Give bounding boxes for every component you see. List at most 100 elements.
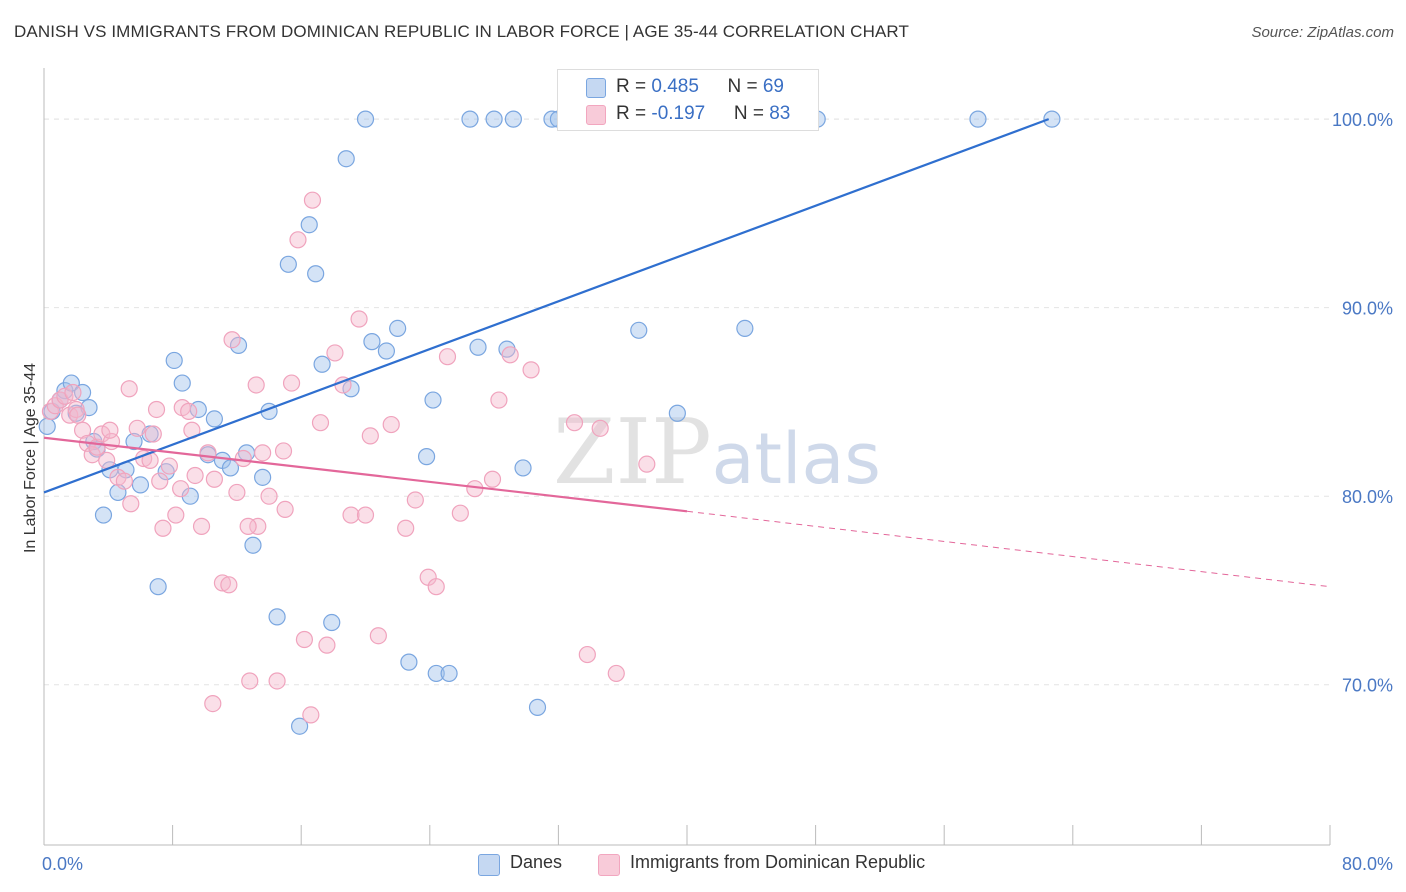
point-dominican (115, 472, 133, 490)
point-danes (313, 355, 331, 373)
point-dominican (147, 400, 166, 419)
point-danes (400, 653, 418, 671)
point-danes (485, 110, 503, 128)
point-dominican (268, 672, 286, 690)
y-tick-label: 80.0% (1342, 487, 1393, 507)
correlation-legend: R = 0.485 N = 69 R = -0.197 N = 83 (557, 69, 819, 131)
point-dominican (154, 519, 172, 537)
trend-line-dominican-extrapolated (686, 510, 1331, 588)
point-dominican (302, 706, 320, 724)
point-dominican (220, 576, 238, 594)
point-danes (427, 664, 445, 683)
point-dominican (144, 425, 162, 443)
n-label: N = (733, 103, 770, 124)
point-danes (363, 333, 381, 351)
point-dominican (128, 419, 146, 437)
point-dominican (213, 574, 232, 592)
chart-title: DANISH VS IMMIGRANTS FROM DOMINICAN REPU… (14, 22, 909, 41)
point-dominican (356, 506, 375, 524)
point-dominican (397, 519, 415, 537)
point-dominican (369, 627, 387, 645)
y-tick-label: 70.0% (1342, 676, 1393, 696)
point-danes (125, 432, 143, 451)
point-dominican (120, 380, 138, 398)
point-dominican (180, 402, 198, 420)
point-dominican (247, 376, 265, 394)
point-danes (736, 319, 754, 338)
point-dominican (318, 636, 336, 654)
point-dominican (241, 672, 259, 690)
r-label: R = (616, 76, 652, 97)
point-danes (323, 613, 341, 632)
point-dominican (199, 444, 217, 462)
legend-label-dominican: Immigrants from Dominican Republic (630, 852, 926, 872)
point-dominican (282, 374, 301, 392)
point-dominican (382, 415, 400, 434)
point-danes (504, 110, 522, 128)
point-dominican (239, 517, 257, 535)
point-dominican (276, 500, 294, 519)
legend-swatch-danes (586, 78, 606, 98)
grid-lines (44, 118, 1330, 686)
source-label: Source: ZipAtlas.com (1251, 24, 1394, 41)
point-dominican (289, 231, 307, 249)
point-dominican (64, 383, 82, 402)
point-danes (254, 468, 272, 486)
point-dominican (578, 645, 596, 664)
point-danes (73, 383, 92, 402)
point-danes (630, 321, 648, 339)
n-value: 83 (769, 103, 791, 124)
point-dominican (607, 664, 625, 683)
point-dominican (56, 387, 74, 405)
point-danes (528, 698, 547, 716)
point-dominican (303, 191, 322, 209)
watermark: ZIPatlas (553, 400, 881, 505)
point-danes (290, 717, 309, 735)
point-dominican (228, 483, 246, 502)
point-danes (307, 265, 325, 283)
trend-line-dominican (43, 436, 688, 513)
y-tick-label: 100.0% (1332, 110, 1393, 130)
y-axis-label: In Labor Force | Age 35-44 (22, 363, 39, 553)
point-dominican (522, 361, 540, 379)
legend-swatch-dominican (598, 854, 620, 876)
point-danes (149, 578, 167, 596)
point-dominican (591, 419, 609, 437)
legend-swatch-danes (478, 854, 500, 876)
trend-lines (43, 118, 1331, 588)
point-danes (469, 338, 487, 356)
point-danes (173, 374, 191, 392)
point-dominican (427, 578, 445, 596)
point-danes (38, 417, 56, 436)
point-dominican (361, 427, 379, 445)
point-dominican (342, 506, 360, 524)
x-tick-label-min: 0.0% (42, 854, 83, 874)
point-dominican (122, 495, 140, 513)
point-danes (94, 506, 113, 524)
x-tick-label-max: 80.0% (1342, 854, 1393, 874)
point-danes (461, 110, 479, 128)
point-dominican (151, 472, 169, 490)
point-danes (424, 391, 442, 409)
point-dominican (326, 344, 344, 362)
legend-row-danes: R = 0.485 N = 69 (616, 76, 784, 98)
point-danes (356, 110, 375, 128)
point-dominican (483, 470, 502, 488)
point-dominican (295, 630, 314, 649)
r-label: R = (616, 103, 652, 124)
point-dominican (638, 455, 656, 473)
point-dominican (438, 348, 457, 366)
point-dominican (249, 517, 267, 535)
point-danes (131, 476, 150, 494)
point-danes (377, 342, 395, 360)
point-dominican (254, 444, 272, 462)
point-dominican (101, 421, 119, 439)
point-danes (440, 664, 458, 683)
n-label: N = (727, 76, 763, 97)
legend-swatch-dominican (586, 105, 606, 125)
trend-line-danes (43, 118, 1050, 494)
series-legend: Danes Immigrants from Dominican Republic (0, 852, 1406, 878)
tick-labels: 70.0% 80.0% 90.0% 100.0% 0.0% 80.0% (42, 110, 1393, 874)
n-value: 69 (762, 76, 784, 97)
